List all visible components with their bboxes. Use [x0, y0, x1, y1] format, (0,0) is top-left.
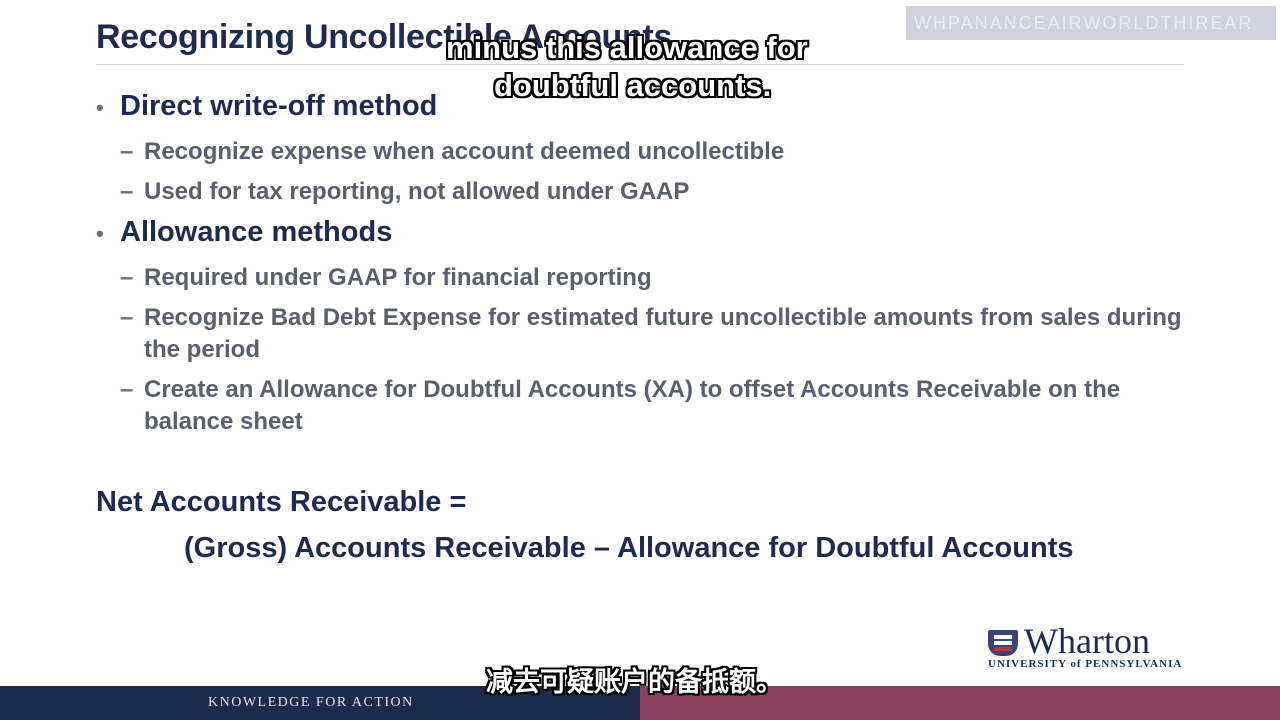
sub-bullet: – Recognize expense when account deemed … — [120, 136, 1190, 168]
dash-icon: – — [120, 178, 134, 205]
sub-bullet-text: Recognize Bad Debt Expense for estimated… — [144, 304, 1182, 363]
bullet-dot-icon: • — [96, 95, 104, 120]
sub-bullet: – Required under GAAP for financial repo… — [120, 262, 1190, 294]
dash-icon: – — [120, 304, 134, 331]
sub-bullet-text: Create an Allowance for Doubtful Account… — [144, 376, 1121, 435]
subtitle-english-line-2: doubtful accounts. — [494, 68, 772, 103]
footer-bar-right — [640, 686, 1280, 720]
subtitle-english-line-1: minus this allowance for — [446, 30, 808, 65]
bullet-label: Allowance methods — [120, 216, 393, 248]
subtitle-chinese: 减去可疑账户的备抵额。 — [486, 667, 783, 698]
wharton-logo: Wharton UNIVERSITY of PENNSYLVANIA — [988, 621, 1193, 672]
dash-icon: – — [120, 264, 134, 291]
title-divider — [96, 64, 1184, 65]
formula-line-2: (Gross) Accounts Receivable – Allowance … — [184, 532, 1074, 564]
shield-icon — [988, 630, 1018, 656]
bullet-dot-icon: • — [96, 221, 104, 246]
formula-line-1: Net Accounts Receivable = — [96, 486, 467, 518]
sub-bullet: – Recognize Bad Debt Expense for estimat… — [120, 302, 1190, 366]
sub-bullet-text: Recognize expense when account deemed un… — [144, 138, 785, 165]
bullet-allowance-methods: • Allowance methods — [96, 216, 392, 249]
bullet-direct-write-off: • Direct write-off method — [96, 90, 437, 123]
dash-icon: – — [120, 138, 134, 165]
bullet-label: Direct write-off method — [120, 90, 438, 122]
sub-bullet: – Used for tax reporting, not allowed un… — [120, 176, 1190, 208]
sub-bullet-text: Used for tax reporting, not allowed unde… — [144, 178, 690, 205]
slide-title: Recognizing Uncollectible Accounts — [96, 18, 673, 56]
footer-bar-left: KNOWLEDGE FOR ACTION — [0, 686, 640, 720]
sub-bullet: – Create an Allowance for Doubtful Accou… — [120, 374, 1190, 438]
footer-tagline: KNOWLEDGE FOR ACTION — [208, 695, 414, 710]
logo-name: Wharton — [1024, 621, 1150, 661]
logo-university: UNIVERSITY of PENNSYLVANIA — [988, 658, 1183, 670]
dash-icon: – — [120, 376, 134, 403]
sub-bullet-text: Required under GAAP for financial report… — [144, 264, 652, 291]
watermark-overlay: WHPANANCEAIRWORLDTHIREAR — [906, 6, 1276, 40]
